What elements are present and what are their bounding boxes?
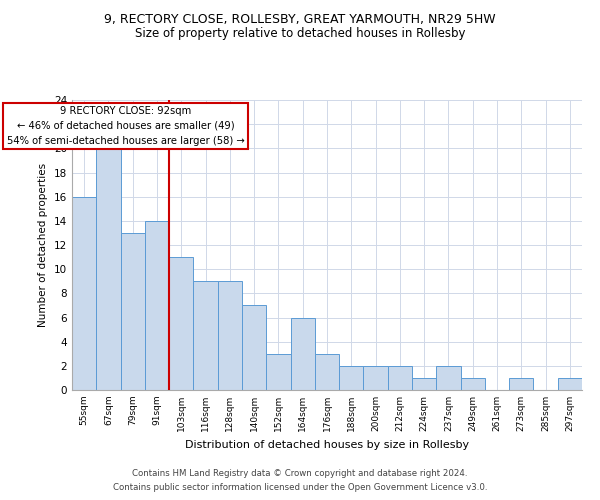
Text: 9, RECTORY CLOSE, ROLLESBY, GREAT YARMOUTH, NR29 5HW: 9, RECTORY CLOSE, ROLLESBY, GREAT YARMOU… — [104, 12, 496, 26]
Bar — [290, 318, 315, 390]
Bar — [461, 378, 485, 390]
Bar — [242, 306, 266, 390]
Bar — [558, 378, 582, 390]
Bar — [218, 281, 242, 390]
Bar — [96, 148, 121, 390]
Bar — [509, 378, 533, 390]
Bar — [72, 196, 96, 390]
Bar — [193, 281, 218, 390]
Bar — [364, 366, 388, 390]
Bar — [339, 366, 364, 390]
Bar — [169, 257, 193, 390]
Bar — [266, 354, 290, 390]
Bar — [121, 233, 145, 390]
Text: Size of property relative to detached houses in Rollesby: Size of property relative to detached ho… — [135, 28, 465, 40]
Bar — [388, 366, 412, 390]
X-axis label: Distribution of detached houses by size in Rollesby: Distribution of detached houses by size … — [185, 440, 469, 450]
Bar — [145, 221, 169, 390]
Y-axis label: Number of detached properties: Number of detached properties — [38, 163, 49, 327]
Bar — [315, 354, 339, 390]
Bar — [412, 378, 436, 390]
Text: Contains public sector information licensed under the Open Government Licence v3: Contains public sector information licen… — [113, 484, 487, 492]
Bar — [436, 366, 461, 390]
Text: Contains HM Land Registry data © Crown copyright and database right 2024.: Contains HM Land Registry data © Crown c… — [132, 468, 468, 477]
Text: 9 RECTORY CLOSE: 92sqm
← 46% of detached houses are smaller (49)
54% of semi-det: 9 RECTORY CLOSE: 92sqm ← 46% of detached… — [7, 106, 244, 146]
